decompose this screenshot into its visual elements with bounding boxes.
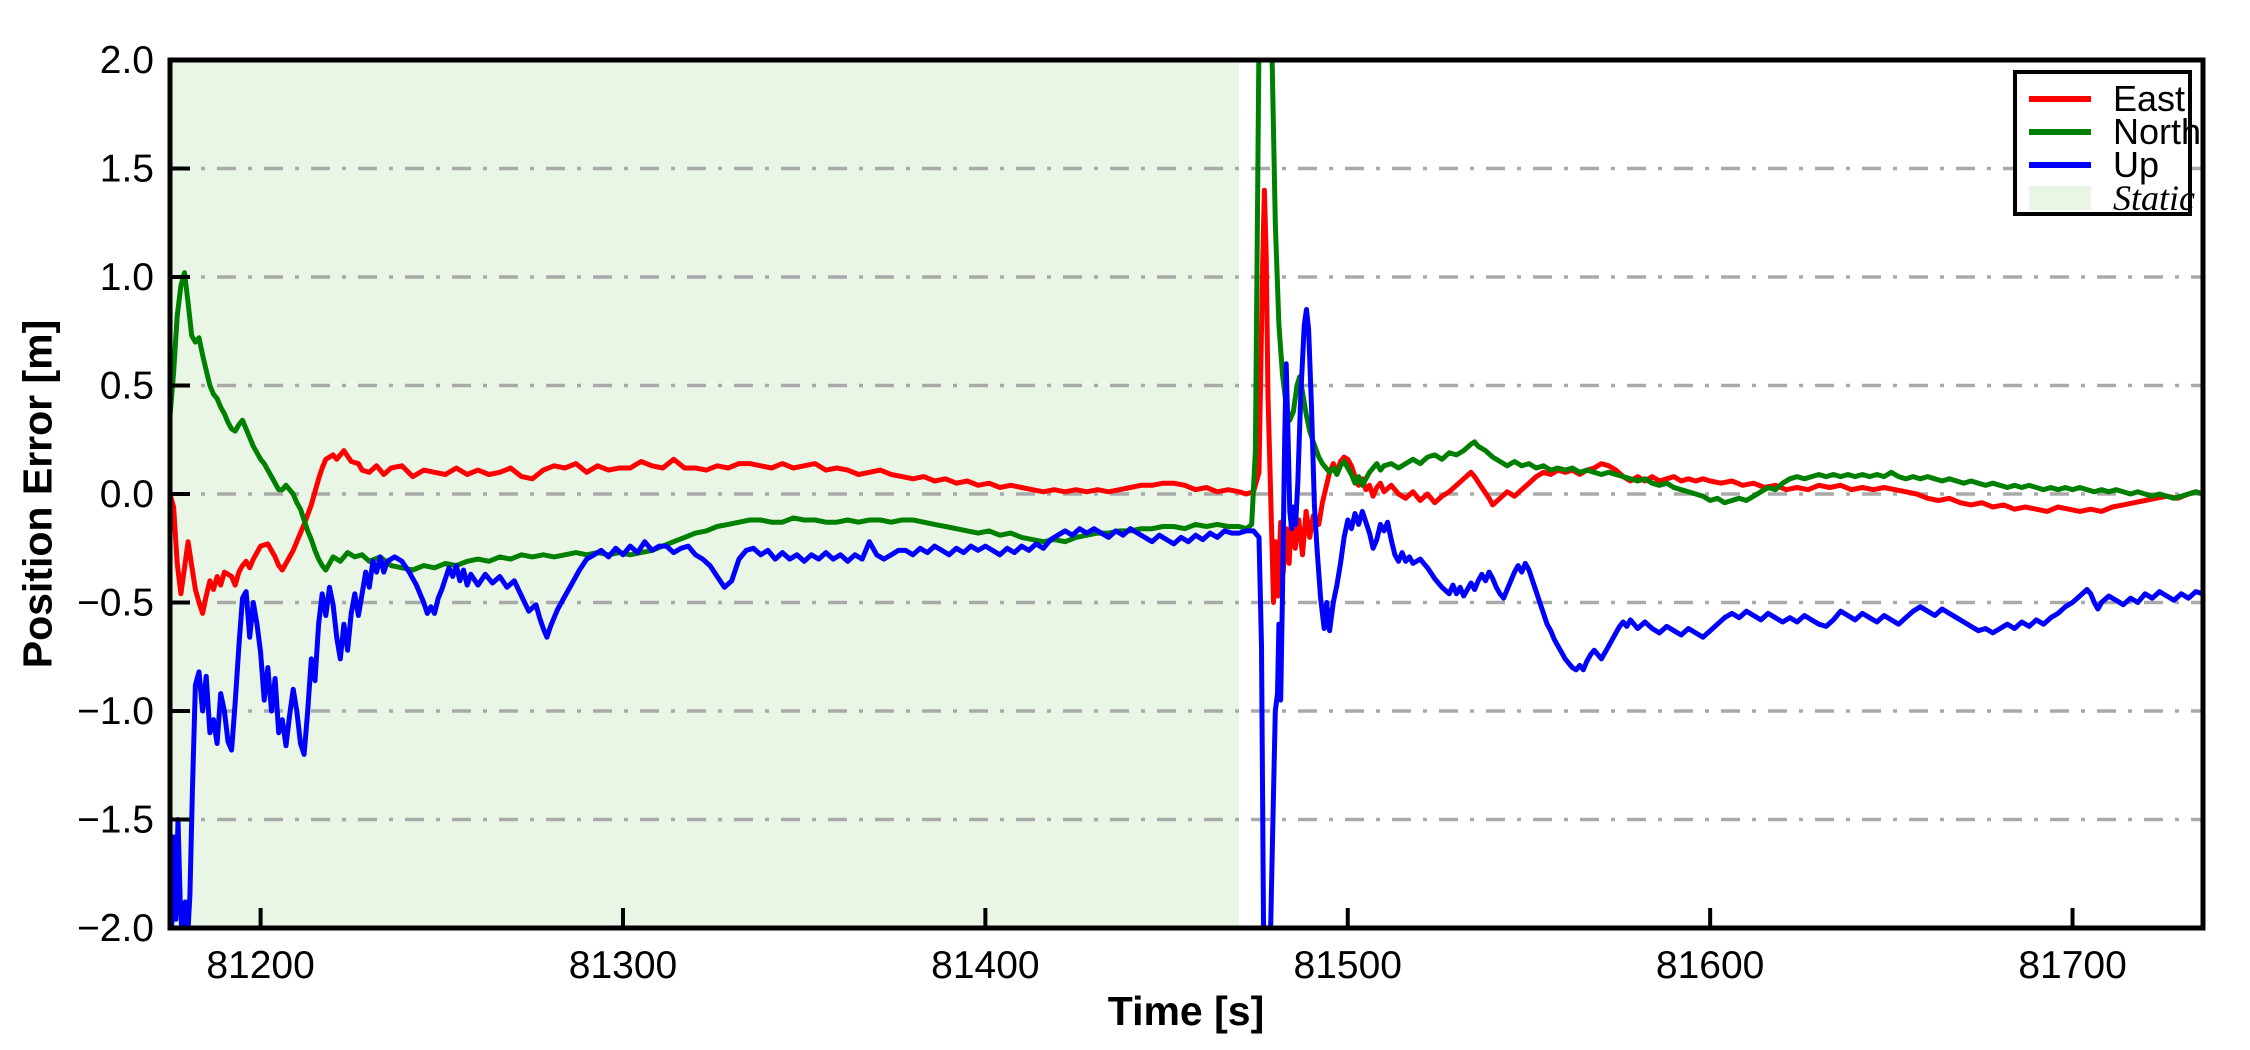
legend-label-east: East xyxy=(2113,77,2186,119)
series-group xyxy=(170,60,2203,928)
y-tick-label-1: 1.0 xyxy=(100,256,154,299)
x-tick-label-81500: 81500 xyxy=(1294,944,1402,987)
x-tick-label-81200: 81200 xyxy=(206,944,314,987)
legend-label-static: Static xyxy=(2113,177,2195,218)
y-tick-label-1.5: 1.5 xyxy=(100,148,154,191)
legend-label-north: North xyxy=(2113,110,2202,152)
x-tick-label-81700: 81700 xyxy=(2018,944,2126,987)
series-up-line xyxy=(170,307,2203,928)
legend-item-static: Static xyxy=(2029,180,2195,216)
y-tick-label--1.5: −1.5 xyxy=(77,799,154,842)
legend-label-up: Up xyxy=(2113,143,2160,185)
up-line-swatch-icon xyxy=(2029,161,2091,168)
north-line-swatch-icon xyxy=(2029,128,2091,135)
y-axis-label: Position Error [m] xyxy=(14,319,61,669)
y-tick-label-2: 2.0 xyxy=(100,39,154,82)
x-tick-label-81600: 81600 xyxy=(1656,944,1764,987)
legend-item-east: East xyxy=(2029,80,2185,116)
y-tick-label-0.5: 0.5 xyxy=(100,365,154,408)
legend-item-north: North xyxy=(2029,113,2201,149)
plot-border xyxy=(167,57,2206,931)
y-tick-label--0.5: −0.5 xyxy=(77,582,154,625)
x-tick-label-81400: 81400 xyxy=(931,944,1039,987)
legend: East North Up Static xyxy=(2013,70,2201,216)
x-tick-label-81300: 81300 xyxy=(569,944,677,987)
y-tick-label--1: −1.0 xyxy=(77,690,154,733)
y-tick-label--2: −2.0 xyxy=(77,907,154,950)
x-axis-label: Time [s] xyxy=(1107,988,1265,1034)
east-line-swatch-icon xyxy=(2029,95,2091,102)
static-patch-swatch-icon xyxy=(2029,185,2091,210)
y-tick-label-0: 0.0 xyxy=(100,473,154,516)
series-east-line xyxy=(170,187,2203,616)
legend-item-up: Up xyxy=(2029,143,2178,185)
